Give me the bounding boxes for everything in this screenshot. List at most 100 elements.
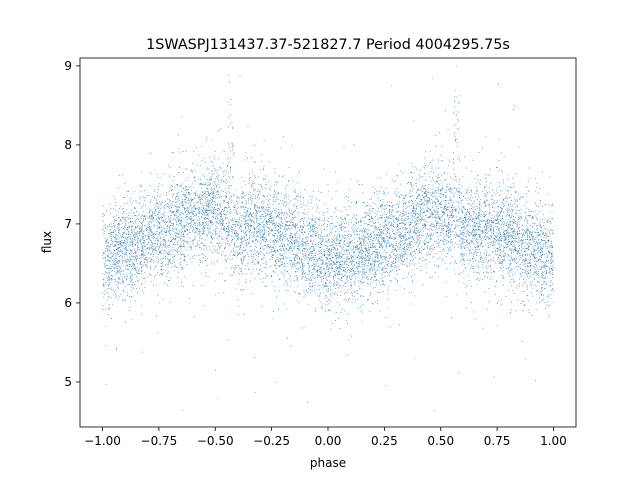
data-point: [309, 225, 311, 227]
data-point: [225, 267, 227, 269]
data-point: [286, 285, 288, 287]
data-point: [254, 277, 256, 279]
data-point: [386, 205, 388, 207]
data-point: [176, 200, 178, 202]
data-point: [247, 238, 249, 240]
data-point: [263, 236, 264, 238]
data-point: [118, 262, 120, 264]
data-point: [368, 204, 370, 206]
data-point: [188, 188, 190, 190]
data-point: [342, 267, 344, 269]
data-point: [385, 384, 387, 386]
data-point: [497, 259, 499, 261]
data-point: [314, 264, 316, 266]
data-point: [122, 278, 123, 280]
data-point: [475, 233, 477, 235]
data-point: [459, 217, 461, 219]
data-point: [412, 260, 414, 262]
data-point: [375, 283, 377, 285]
data-point: [209, 241, 211, 243]
data-point: [270, 212, 272, 214]
data-point: [415, 185, 417, 187]
data-point: [233, 194, 235, 196]
data-point: [541, 276, 543, 278]
data-point: [379, 256, 381, 258]
data-point: [358, 221, 360, 222]
data-point: [443, 205, 445, 207]
data-point: [199, 164, 201, 166]
data-point: [405, 223, 407, 225]
data-point: [129, 253, 131, 254]
data-point: [310, 272, 312, 274]
data-point: [536, 274, 538, 276]
data-point: [423, 249, 424, 250]
data-point: [382, 282, 384, 284]
data-point: [469, 198, 471, 200]
data-point: [107, 276, 109, 278]
data-point: [451, 239, 453, 241]
data-point: [133, 256, 135, 258]
data-point: [263, 210, 265, 212]
data-point: [458, 372, 460, 374]
data-point: [467, 247, 469, 249]
data-point: [401, 250, 403, 252]
data-point: [215, 233, 217, 235]
data-point: [277, 250, 278, 252]
data-point: [332, 261, 334, 263]
data-point: [381, 228, 382, 230]
data-point: [323, 254, 325, 256]
data-point: [482, 236, 484, 238]
data-point: [373, 279, 375, 281]
data-point: [497, 257, 499, 259]
data-point: [412, 250, 414, 252]
data-point: [210, 225, 212, 227]
data-point: [518, 285, 520, 287]
data-point: [445, 209, 447, 211]
data-point: [499, 260, 501, 262]
data-point: [258, 236, 260, 238]
data-point: [156, 173, 158, 175]
data-point: [400, 263, 402, 265]
data-point: [467, 249, 469, 251]
data-point: [165, 252, 167, 254]
data-point: [213, 194, 215, 196]
data-point: [398, 220, 400, 222]
data-point: [266, 253, 268, 255]
data-point: [545, 243, 547, 245]
data-point: [382, 225, 384, 227]
data-point: [407, 215, 409, 217]
data-point: [457, 127, 458, 129]
data-point: [262, 195, 264, 196]
data-point: [487, 227, 489, 229]
data-point: [551, 256, 553, 258]
data-point: [427, 233, 429, 235]
data-point: [449, 263, 451, 265]
data-point: [124, 276, 126, 278]
data-point: [411, 200, 413, 201]
data-point: [470, 204, 472, 206]
data-point: [453, 106, 455, 108]
data-point: [522, 232, 524, 234]
data-point: [108, 257, 110, 258]
data-point: [118, 277, 120, 279]
data-point: [485, 221, 487, 222]
data-point: [462, 258, 464, 260]
data-point: [310, 275, 312, 277]
data-point: [438, 242, 440, 244]
data-point: [306, 278, 308, 280]
data-point: [386, 224, 388, 226]
data-point: [191, 207, 193, 209]
data-point: [453, 112, 454, 114]
data-point: [270, 265, 271, 267]
data-point: [207, 235, 208, 237]
data-point: [134, 220, 136, 222]
data-point: [347, 230, 349, 232]
data-point: [529, 249, 531, 251]
data-point: [179, 220, 181, 221]
data-point: [503, 250, 505, 252]
data-point: [498, 221, 500, 223]
data-point: [126, 255, 128, 257]
data-point: [462, 206, 463, 208]
data-point: [168, 259, 170, 261]
data-point: [250, 196, 252, 198]
